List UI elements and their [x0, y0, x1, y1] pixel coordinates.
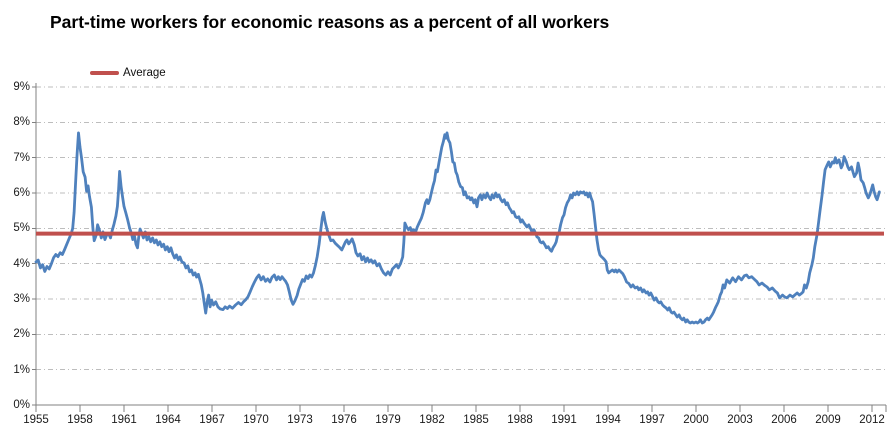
- chart-title: Part-time workers for economic reasons a…: [50, 12, 610, 32]
- x-tick-label: 1997: [639, 414, 665, 426]
- y-tick-label: 4%: [13, 257, 30, 270]
- x-tick-label: 2012: [859, 414, 885, 426]
- x-tick-label: 1994: [595, 414, 621, 426]
- x-tick-label: 1973: [287, 414, 313, 426]
- x-tick-label: 1991: [551, 414, 577, 426]
- data-series-line: [34, 131, 881, 325]
- x-tick-label: 1970: [243, 414, 269, 426]
- x-tick-label: 1979: [375, 414, 401, 426]
- y-tick-label: 2%: [13, 328, 30, 341]
- x-tick-label: 1964: [155, 414, 181, 426]
- average-line-legend-swatch: [90, 71, 119, 75]
- y-tick-label: 0%: [13, 399, 30, 411]
- y-tick-label: 7%: [13, 151, 30, 164]
- y-tick-label: 3%: [13, 293, 30, 305]
- x-tick-label: 1958: [67, 414, 93, 426]
- gridlines: [36, 86, 886, 371]
- y-tick-label: 1%: [13, 363, 30, 376]
- x-tick-label: 1988: [507, 414, 533, 426]
- x-tick-label: 2000: [683, 414, 709, 426]
- axes: [32, 83, 887, 412]
- x-tick-label: 1967: [199, 414, 225, 426]
- x-tick-label: 2003: [727, 414, 753, 426]
- y-tick-label: 5%: [13, 222, 30, 235]
- x-tick-label: 2009: [815, 414, 841, 426]
- y-tick-label: 9%: [13, 81, 30, 93]
- x-tick-label: 1961: [111, 414, 137, 426]
- x-tick-label: 1976: [331, 414, 357, 426]
- legend: Average: [90, 66, 166, 80]
- x-tick-label: 1982: [419, 414, 445, 426]
- x-tick-label: 1955: [23, 414, 49, 426]
- y-tick-label: 6%: [13, 187, 30, 199]
- legend-label: Average: [123, 67, 166, 79]
- x-tick-label: 2006: [771, 414, 797, 426]
- x-tick-label: 1985: [463, 414, 489, 426]
- y-tick-label: 8%: [13, 116, 30, 129]
